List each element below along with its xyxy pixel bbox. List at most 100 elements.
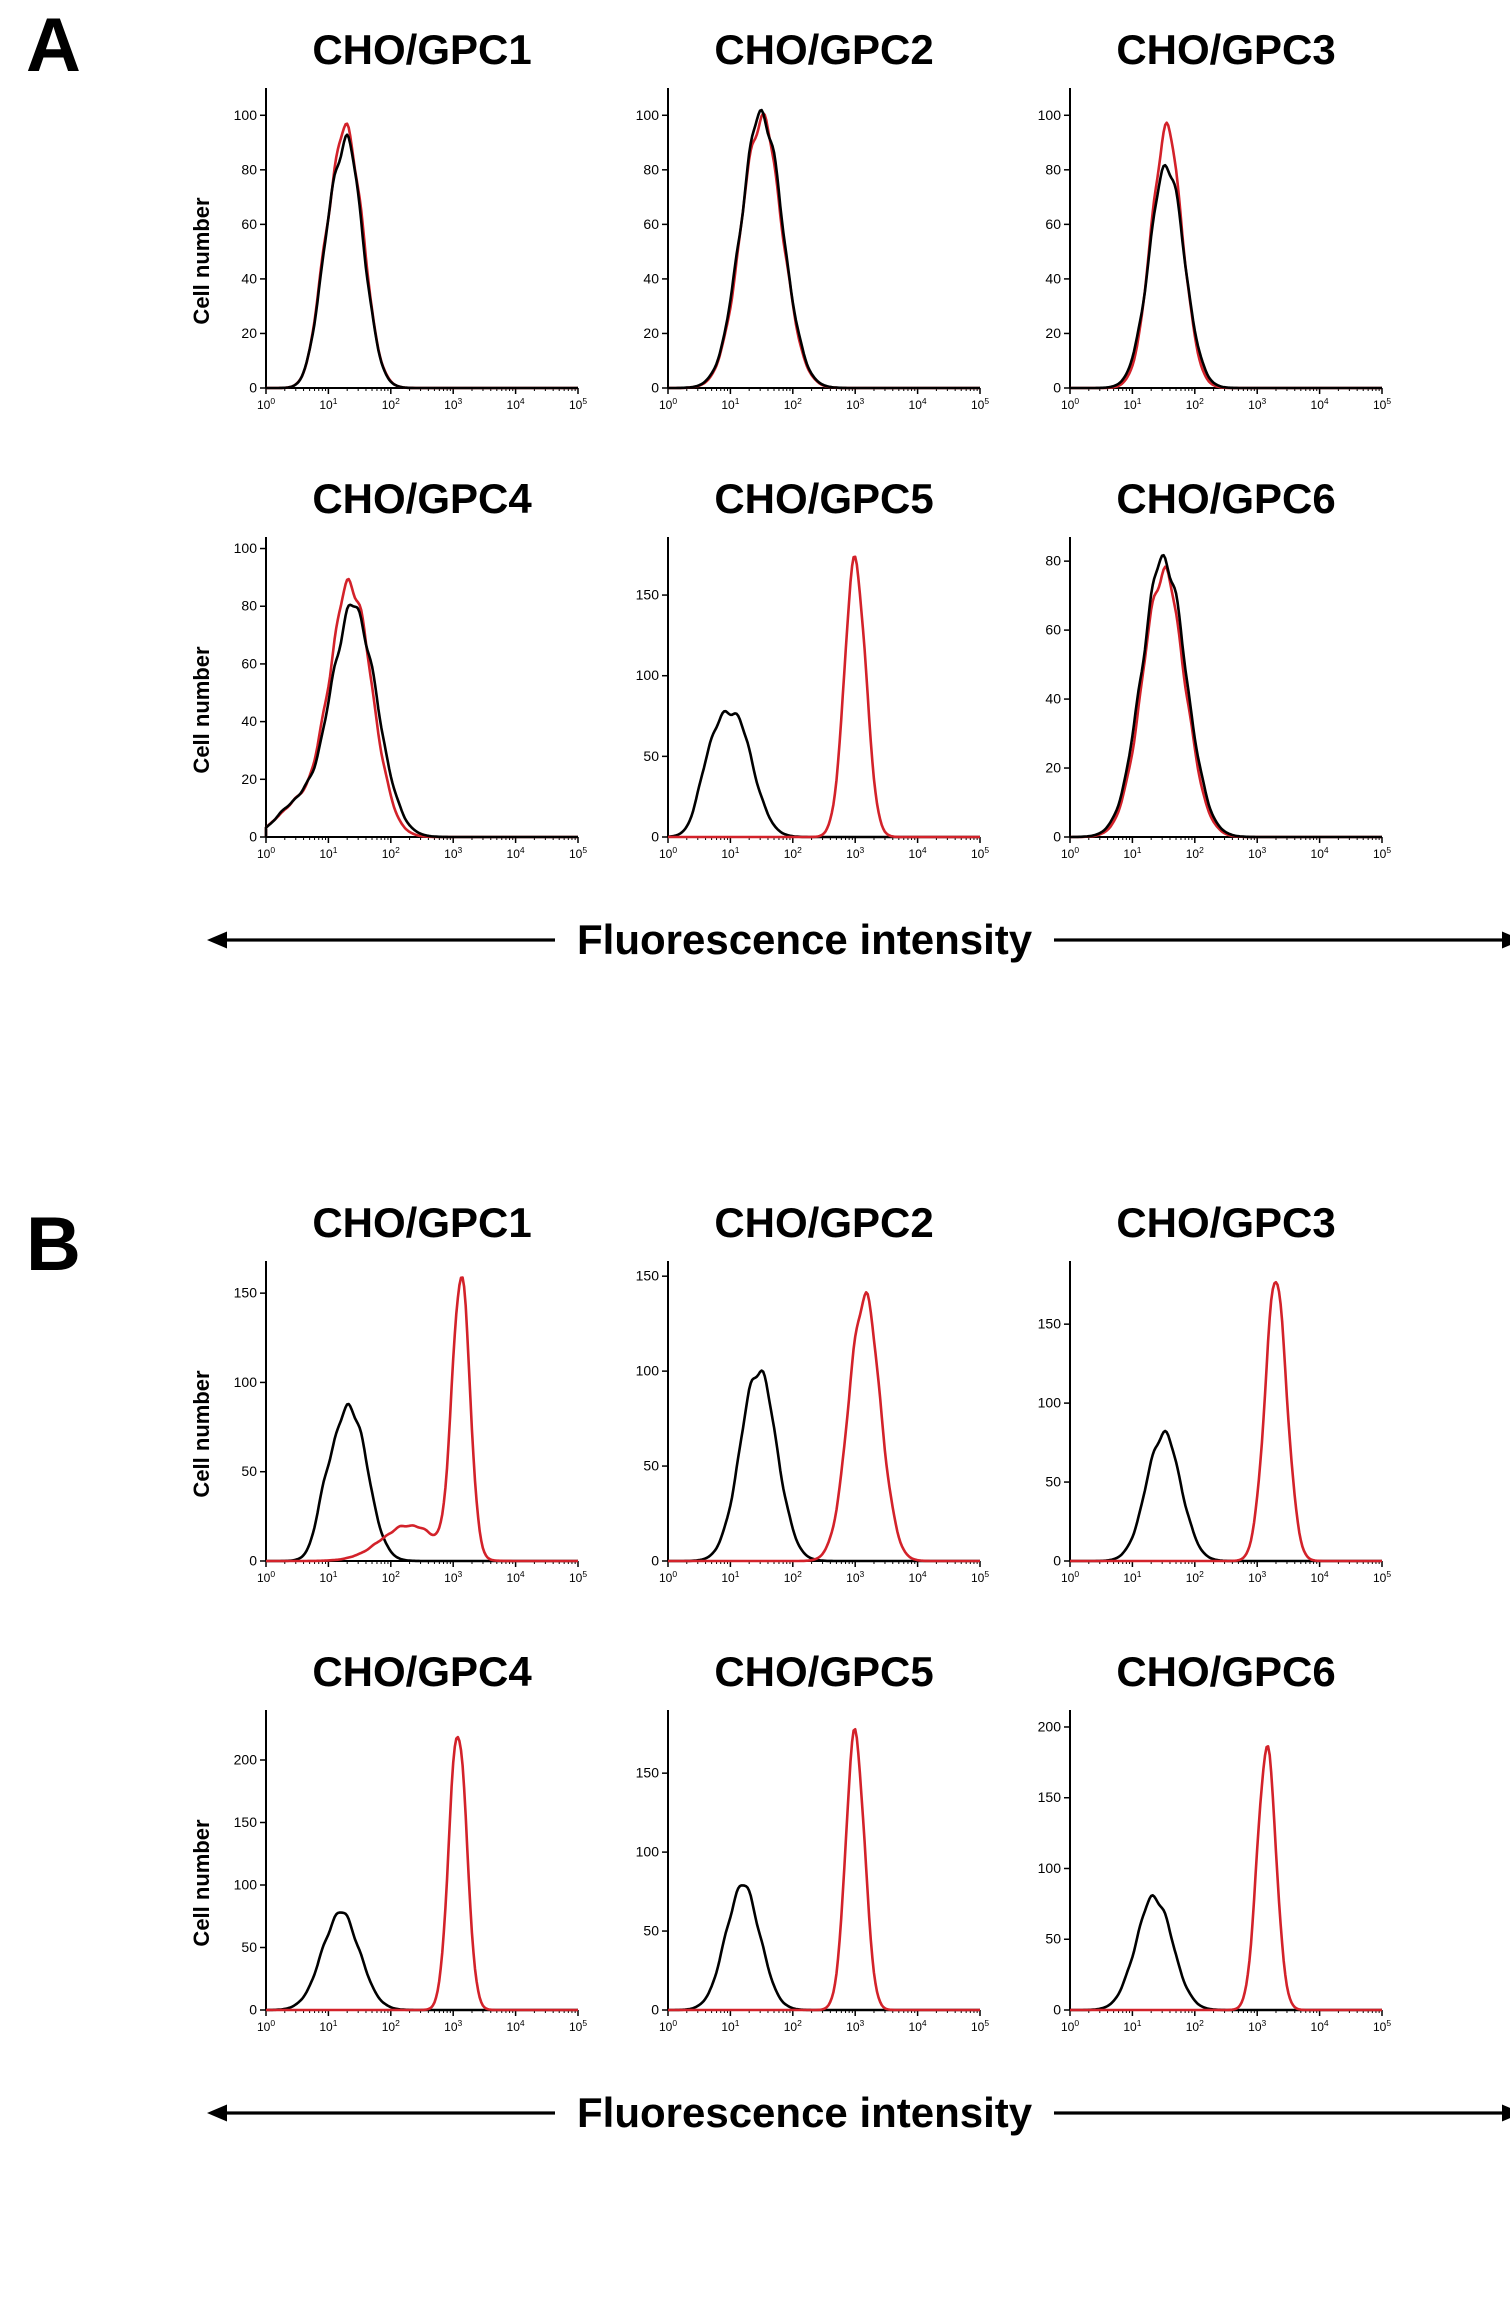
- y-tick-label: 50: [643, 748, 659, 764]
- x-tick-label: 101: [1123, 396, 1141, 412]
- trace-black: [1070, 1429, 1382, 1563]
- trace-black: [668, 1884, 980, 2012]
- chart-title: CHO/GPC6: [1116, 1648, 1336, 1695]
- x-tick-label: 103: [846, 2018, 864, 2034]
- x-tick-label: 105: [569, 396, 587, 412]
- y-tick-label: 60: [1045, 216, 1061, 232]
- x-tick-label: 100: [257, 1569, 275, 1585]
- x-tick-label: 103: [1248, 1569, 1266, 1585]
- figure: A Cell number CHO/GPC1 0 20 40 60 80 100 100 101 1…: [26, 8, 1510, 2137]
- panel-B-chart-grid: Cell number CHO/GPC1 0 50 100 150 100 101 102 103…: [189, 1199, 1510, 2053]
- flow-histogram: 0 50 100 150 100 101 102 103 104 105: [1038, 1261, 1391, 1585]
- x-tick-label: 100: [1061, 2018, 1079, 2034]
- y-tick-label: 150: [636, 1765, 660, 1781]
- x-tick-label: 100: [1061, 845, 1079, 861]
- chart-title: CHO/GPC5: [714, 475, 934, 522]
- x-tick-label: 105: [971, 1569, 989, 1585]
- trace-black: [668, 108, 980, 390]
- y-tick-label: 0: [651, 829, 659, 845]
- x-tick-label: 100: [1061, 1569, 1079, 1585]
- y-tick-label: 20: [241, 325, 257, 341]
- y-tick-label: 100: [234, 540, 258, 556]
- y-tick-label: 50: [643, 1923, 659, 1939]
- flow-histogram: 0 50 100 150 100 101 102 103 104 105: [636, 1710, 989, 2034]
- trace-red: [266, 122, 578, 390]
- trace-red: [668, 1728, 980, 2012]
- x-tick-label: 101: [721, 1569, 739, 1585]
- y-tick-label: 60: [643, 216, 659, 232]
- trace-black: [266, 1402, 578, 1563]
- x-tick-label: 104: [909, 2018, 927, 2034]
- x-tick-label: 101: [1123, 2018, 1141, 2034]
- y-tick-label: 60: [241, 655, 257, 671]
- trace-red: [1070, 121, 1382, 390]
- flow-histogram: 0 50 100 150 100 101 102 103 104 105: [636, 537, 989, 861]
- x-tick-label: 105: [1373, 845, 1391, 861]
- y-tick-label: 20: [1045, 325, 1061, 341]
- y-tick-label: 150: [1038, 1316, 1062, 1332]
- x-tick-label: 100: [659, 2018, 677, 2034]
- x-tick-label: 105: [569, 845, 587, 861]
- subplot-CHO-GPC6: CHO/GPC6 0 50 100 150 200 100 101 102 103 104 105: [1022, 1648, 1394, 2053]
- y-tick-label: 40: [1045, 691, 1061, 707]
- chart-title: CHO/GPC4: [312, 475, 532, 522]
- chart-title: CHO/GPC2: [714, 26, 934, 73]
- subplot-CHO-GPC4: Cell number CHO/GPC4 0 20 40 60 80 100 100 101 102…: [189, 475, 590, 880]
- y-tick-label: 100: [1038, 1395, 1062, 1411]
- y-tick-label: 0: [249, 829, 257, 845]
- flow-histogram: 0 20 40 60 80 100 100 101 102 103 104 105: [234, 88, 587, 412]
- x-tick-label: 101: [1123, 1569, 1141, 1585]
- chart-title: CHO/GPC3: [1116, 26, 1336, 73]
- y-tick-label: 0: [249, 380, 257, 396]
- y-tick-label: 50: [1045, 1931, 1061, 1947]
- y-tick-label: 80: [1045, 553, 1061, 569]
- x-tick-label: 101: [319, 845, 337, 861]
- x-tick-label: 103: [846, 1569, 864, 1585]
- subplot-CHO-GPC1: Cell number CHO/GPC1 0 50 100 150 100 101 102 103…: [189, 1199, 590, 1604]
- y-tick-label: 100: [636, 667, 660, 683]
- x-tick-label: 102: [1186, 845, 1204, 861]
- x-tick-label: 103: [1248, 396, 1266, 412]
- x-tick-label: 103: [444, 845, 462, 861]
- x-tick-label: 102: [382, 396, 400, 412]
- y-tick-label: 0: [1053, 380, 1061, 396]
- y-tick-label: 20: [241, 771, 257, 787]
- subplot-CHO-GPC2: CHO/GPC2 0 20 40 60 80 100 100 101 102 103 104 105: [620, 26, 992, 431]
- trace-black: [264, 603, 578, 839]
- y-tick-label: 100: [1038, 1860, 1062, 1876]
- y-tick-label: 0: [651, 380, 659, 396]
- x-tick-label: 105: [569, 1569, 587, 1585]
- chart-title: CHO/GPC5: [714, 1648, 934, 1695]
- x-tick-label: 102: [784, 2018, 802, 2034]
- x-tick-label: 101: [319, 396, 337, 412]
- x-tick-label: 104: [507, 1569, 525, 1585]
- trace-red: [668, 555, 980, 839]
- y-tick-label: 0: [651, 1553, 659, 1569]
- chart-title: CHO/GPC3: [1116, 1199, 1336, 1246]
- y-tick-label: 0: [249, 2002, 257, 2018]
- y-tick-label: 100: [1038, 107, 1062, 123]
- y-tick-label: 40: [643, 270, 659, 286]
- subplot-CHO-GPC6: CHO/GPC6 0 20 40 60 80 100 101 102 103 104 105: [1022, 475, 1394, 880]
- x-tick-label: 102: [784, 396, 802, 412]
- arrow-left-icon: [207, 2104, 555, 2122]
- x-tick-label: 101: [1123, 845, 1141, 861]
- trace-black: [1070, 163, 1382, 390]
- x-tick-label: 102: [1186, 2018, 1204, 2034]
- chart-title: CHO/GPC6: [1116, 475, 1336, 522]
- y-tick-label: 100: [636, 1363, 660, 1379]
- x-tick-label: 104: [909, 845, 927, 861]
- y-tick-label: 80: [241, 161, 257, 177]
- x-tick-label: 102: [784, 1569, 802, 1585]
- y-tick-label: 50: [643, 1458, 659, 1474]
- panel-B-x-axis: Fluorescence intensity: [205, 2089, 1510, 2137]
- x-tick-label: 103: [444, 2018, 462, 2034]
- x-tick-label: 104: [507, 845, 525, 861]
- x-tick-label: 104: [1311, 845, 1329, 861]
- y-tick-label: 80: [1045, 161, 1061, 177]
- subplot-CHO-GPC5: CHO/GPC5 0 50 100 150 100 101 102 103 104 105: [620, 475, 992, 880]
- x-tick-label: 103: [846, 396, 864, 412]
- trace-red: [1070, 1280, 1382, 1563]
- y-tick-label: 150: [234, 1814, 258, 1830]
- trace-black: [666, 709, 980, 839]
